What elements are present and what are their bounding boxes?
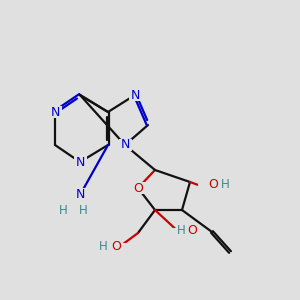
Bar [168,228,196,242]
Text: O: O [111,239,121,253]
Text: O: O [133,182,143,194]
Text: O: O [208,178,218,191]
Text: H: H [58,203,68,217]
Bar [118,139,131,151]
Text: H: H [99,239,107,253]
Bar [130,182,146,194]
Text: N: N [75,155,85,169]
Bar [49,106,62,118]
Bar [101,243,129,257]
Bar [70,188,90,202]
Text: N: N [50,106,60,118]
Bar [128,89,142,101]
Text: H: H [220,178,230,191]
Bar [198,183,226,197]
Text: H: H [177,224,185,236]
Text: N: N [130,88,140,101]
Text: N: N [120,139,130,152]
Text: N: N [75,188,85,202]
Bar [74,156,86,168]
Text: O: O [187,224,197,236]
Text: H: H [79,203,87,217]
